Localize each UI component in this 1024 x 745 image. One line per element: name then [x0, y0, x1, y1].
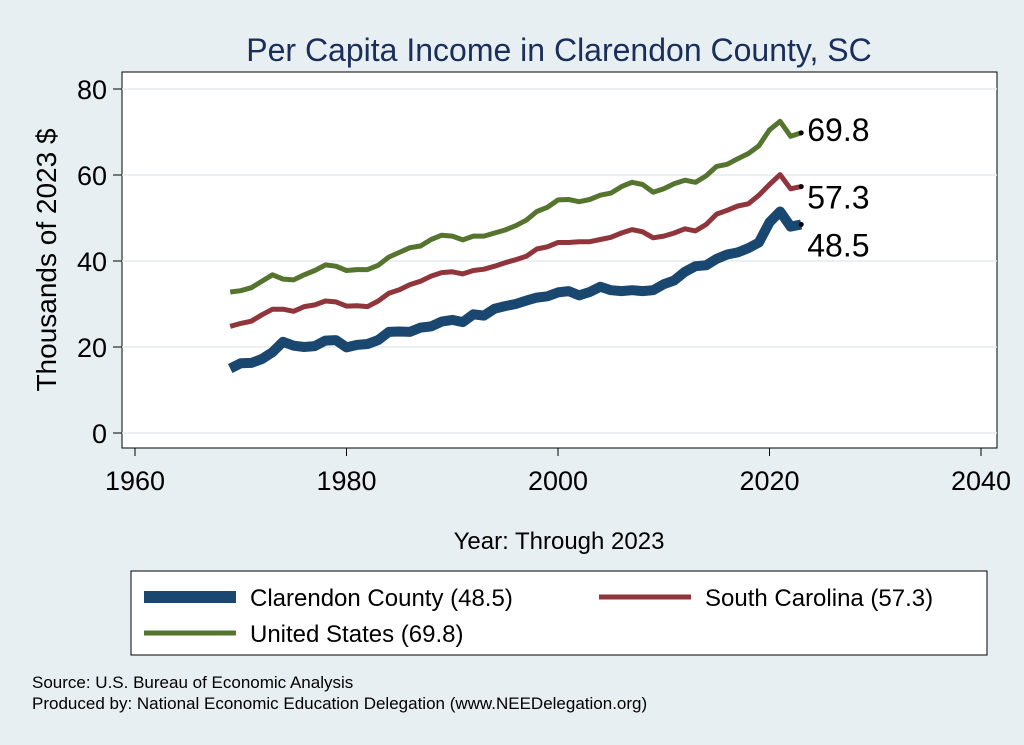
x-tick-label-2020: 2020: [739, 466, 799, 496]
end-marker-united-states: [798, 130, 804, 136]
y-tick-label-0: 0: [92, 419, 107, 449]
y-tick-label-60: 60: [77, 161, 107, 191]
x-tick-label-1980: 1980: [316, 466, 376, 496]
plot-area: [121, 71, 998, 449]
end-labels: 48.5 57.3 69.8: [798, 112, 870, 263]
series-line-clarendon-county: [227, 206, 803, 373]
end-label-south-carolina: 57.3: [807, 180, 869, 216]
chart-title: Per Capita Income in Clarendon County, S…: [246, 32, 872, 68]
grid-lines: [122, 88, 997, 434]
x-tick-label-2000: 2000: [528, 466, 588, 496]
end-label-united-states: 69.8: [807, 112, 869, 148]
legend-label-clarendon: Clarendon County (48.5): [250, 585, 513, 612]
end-marker-south-carolina: [798, 184, 804, 190]
y-tick-label-20: 20: [77, 333, 107, 363]
series-line-south-carolina: [229, 172, 802, 329]
legend-label-south-carolina: South Carolina (57.3): [705, 585, 933, 612]
legend-label-united-states: United States (69.8): [250, 621, 463, 648]
end-label-clarendon-county: 48.5: [807, 227, 869, 263]
x-tick-label-2040: 2040: [951, 466, 1011, 496]
source-note: Source: U.S. Bureau of Economic Analysis: [32, 673, 353, 692]
produced-by-note: Produced by: National Economic Education…: [32, 694, 647, 713]
legend-item-clarendon: Clarendon County (48.5): [144, 585, 513, 612]
x-axis-label: Year: Through 2023: [454, 528, 665, 555]
y-tick-label-80: 80: [77, 75, 107, 105]
legend-item-united-states: United States (69.8): [144, 621, 463, 648]
y-tick-label-40: 40: [77, 247, 107, 277]
y-axis-label: Thousands of 2023 $: [31, 128, 62, 392]
series-line-united-states: [229, 118, 802, 295]
legend-box: [130, 570, 988, 656]
end-marker-clarendon-county: [798, 221, 804, 227]
x-tick-label-1960: 1960: [105, 466, 165, 496]
legend: Clarendon County (48.5) South Carolina (…: [130, 570, 988, 656]
series-lines: [227, 118, 803, 373]
legend-item-south-carolina: South Carolina (57.3): [599, 585, 933, 612]
